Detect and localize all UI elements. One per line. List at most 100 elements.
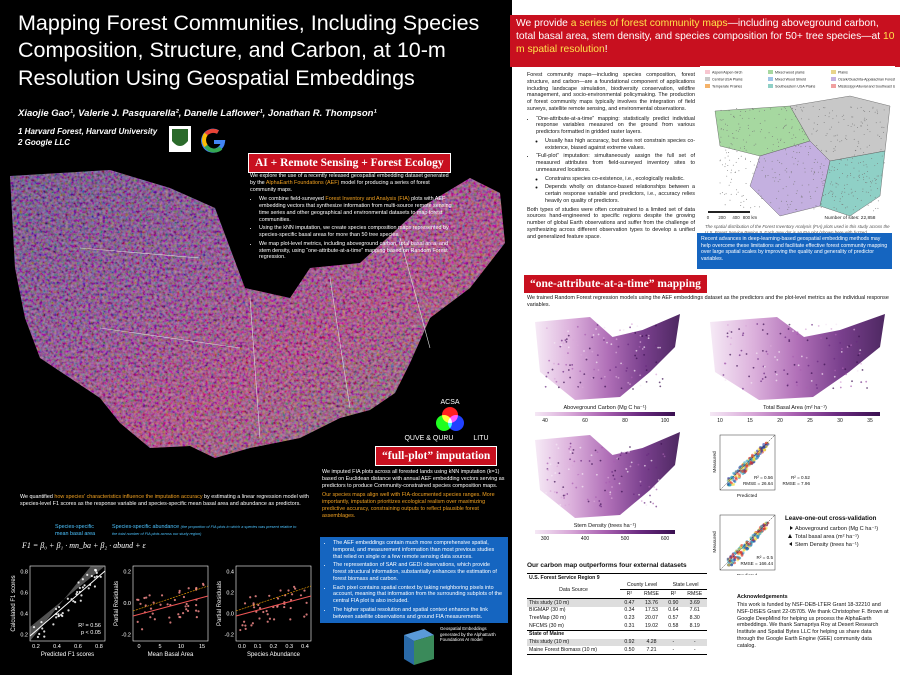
- fia-plot: [791, 127, 793, 129]
- texture: [797, 364, 800, 367]
- texture: [625, 467, 627, 470]
- point: [61, 612, 64, 615]
- fia-plot: [745, 111, 746, 113]
- regression-text: We quantified how species' characteristi…: [20, 494, 310, 508]
- fia-plot: [867, 170, 869, 172]
- fia-plot: [851, 162, 853, 163]
- x-tick-label: 15: [199, 644, 205, 650]
- texture: [607, 476, 610, 479]
- fia-plot: [851, 157, 853, 159]
- fia-plot: [730, 181, 732, 183]
- density-point: [741, 466, 744, 470]
- table-cell: 8.19: [689, 622, 700, 629]
- density-point: [727, 563, 730, 567]
- texture: [594, 449, 597, 452]
- texture: [609, 493, 612, 496]
- column-subheader: RMSE: [644, 590, 660, 597]
- texture: [595, 328, 598, 330]
- texture: [621, 363, 624, 366]
- point: [86, 573, 89, 576]
- fia-plot: [719, 193, 721, 195]
- fia-plot: [768, 132, 770, 134]
- text-run: —including aboveground carbon, total bas…: [516, 18, 883, 42]
- fia-plot: [860, 148, 862, 150]
- fia-plot: [851, 106, 852, 108]
- texture: [647, 452, 650, 455]
- fia-plot: [724, 157, 726, 159]
- fia-plot: [838, 162, 840, 164]
- texture: [635, 349, 638, 352]
- table-cell: 8.30: [689, 615, 700, 622]
- point: [57, 615, 60, 618]
- point: [160, 594, 164, 597]
- fia-plot: [831, 126, 833, 128]
- fia-plot: [811, 133, 813, 135]
- fia-plot: [844, 137, 846, 139]
- stat-label: R² = 0.56: [754, 475, 773, 480]
- texture: [575, 486, 578, 489]
- fia-plot: [843, 118, 845, 120]
- fia-plot: [733, 115, 735, 117]
- point: [173, 598, 176, 602]
- fia-plot: [814, 190, 816, 192]
- fia-plot: [867, 124, 869, 126]
- species-map: [10, 170, 505, 458]
- point: [195, 615, 198, 619]
- fia-plot: [783, 142, 785, 143]
- texture: [724, 379, 727, 382]
- fia-plot: [786, 204, 788, 206]
- fia-plot: [837, 184, 839, 186]
- colorbar-tick: 100: [661, 418, 670, 424]
- point: [143, 596, 146, 600]
- bullet: “Full-plot” imputation: simultaneously a…: [536, 153, 695, 204]
- fia-plot: [858, 142, 860, 144]
- text-block: [414, 635, 434, 665]
- ack-title: Acknowledgements: [737, 594, 788, 600]
- fia-plot: [779, 174, 781, 176]
- texture: [763, 365, 766, 368]
- fia-plot: [791, 126, 793, 128]
- density-point: [727, 477, 730, 480]
- fia-plot: [755, 143, 757, 145]
- texture: [816, 360, 819, 363]
- texture: [576, 386, 578, 389]
- fia-plot: [795, 209, 797, 210]
- texture: [588, 460, 591, 462]
- texture: [769, 345, 772, 347]
- text-block: [436, 415, 452, 431]
- fia-plot: [780, 138, 782, 140]
- point: [305, 601, 308, 604]
- point: [179, 616, 182, 619]
- texture: [609, 491, 612, 494]
- fia-plot: [854, 206, 856, 208]
- y-tick-label: 0.4: [226, 569, 234, 575]
- texture: [551, 368, 554, 371]
- fia-plot: [839, 141, 841, 143]
- fia-plot: [877, 163, 879, 164]
- texture: [591, 377, 594, 379]
- fia-plot: [721, 119, 723, 121]
- texture: [807, 364, 810, 367]
- fia-plot: [749, 109, 751, 111]
- fia-plot: [881, 173, 883, 175]
- table-section: U.S. Forest Service Region 9: [527, 572, 707, 582]
- table-cell: -: [672, 639, 675, 646]
- fia-plot: [731, 178, 732, 180]
- point: [38, 632, 41, 636]
- texture: [628, 450, 630, 453]
- table-cell: 19.02: [645, 622, 659, 629]
- texture: [825, 337, 828, 340]
- fia-plot: [770, 108, 772, 110]
- fia-plot: [785, 149, 786, 151]
- point: [140, 628, 144, 631]
- point: [177, 613, 180, 616]
- point: [93, 585, 97, 588]
- texture: [558, 472, 561, 475]
- texture: [545, 491, 547, 494]
- point: [55, 616, 58, 619]
- fia-plot: [772, 149, 774, 151]
- texture: [648, 485, 651, 488]
- texture: [593, 500, 596, 503]
- texture: [738, 354, 741, 357]
- point: [244, 624, 247, 627]
